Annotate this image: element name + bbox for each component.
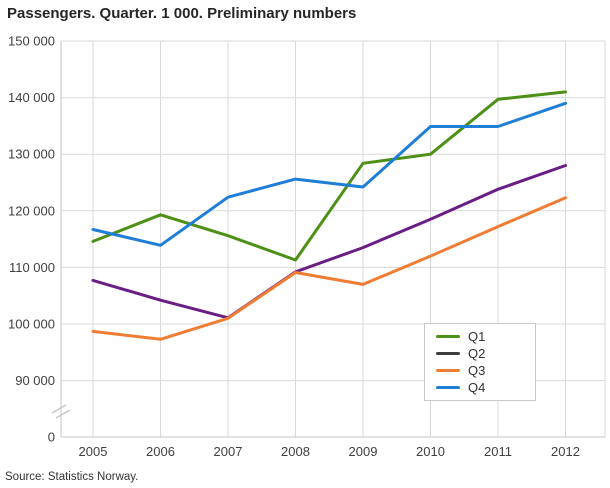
legend-item-q3[interactable]: Q3 bbox=[436, 364, 527, 377]
y-tick-label: 100 000 bbox=[8, 317, 55, 332]
legend-label: Q2 bbox=[468, 346, 486, 361]
legend-swatch-q4 bbox=[436, 386, 460, 389]
series-line-q3 bbox=[91, 196, 567, 341]
x-tick-label: 2011 bbox=[484, 444, 512, 459]
legend-swatch-q3 bbox=[436, 369, 460, 372]
legend-label: Q4 bbox=[468, 380, 486, 395]
y-tick-label: 130 000 bbox=[8, 147, 55, 162]
legend-swatch-q2 bbox=[436, 352, 460, 355]
source-note: Source: Statistics Norway. bbox=[5, 471, 139, 483]
legend-item-q2[interactable]: Q2 bbox=[436, 347, 527, 360]
series-line-q4 bbox=[91, 101, 567, 247]
series-line-q1 bbox=[91, 90, 567, 262]
y-tick-label: 150 000 bbox=[8, 34, 55, 49]
x-tick-label: 2010 bbox=[416, 444, 445, 459]
axis-break-icon bbox=[51, 404, 67, 414]
y-tick-label: 110 000 bbox=[9, 260, 55, 275]
y-tick-label: 120 000 bbox=[8, 203, 55, 218]
x-tick-label: 2006 bbox=[146, 444, 175, 459]
x-tick-label: 2009 bbox=[349, 444, 378, 459]
chart-title: Passengers. Quarter. 1 000. Preliminary … bbox=[7, 5, 357, 22]
axis-break-icon bbox=[55, 409, 71, 419]
y-tick-label: 0 bbox=[48, 430, 55, 445]
legend-swatch-q1 bbox=[436, 335, 460, 338]
x-tick-label: 2005 bbox=[79, 444, 108, 459]
y-tick-label: 90 000 bbox=[15, 373, 55, 388]
x-tick-label: 2008 bbox=[281, 444, 310, 459]
x-tick-label: 2012 bbox=[551, 444, 580, 459]
series-line-q2 bbox=[91, 164, 567, 320]
legend-label: Q3 bbox=[468, 363, 486, 378]
y-tick-label: 140 000 bbox=[8, 90, 55, 105]
legend-item-q1[interactable]: Q1 bbox=[436, 330, 527, 343]
legend-item-q4[interactable]: Q4 bbox=[436, 381, 527, 394]
x-tick-label: 2007 bbox=[214, 444, 243, 459]
chart-legend: Q1 Q2 Q3 Q4 bbox=[424, 323, 536, 401]
legend-label: Q1 bbox=[468, 329, 486, 344]
